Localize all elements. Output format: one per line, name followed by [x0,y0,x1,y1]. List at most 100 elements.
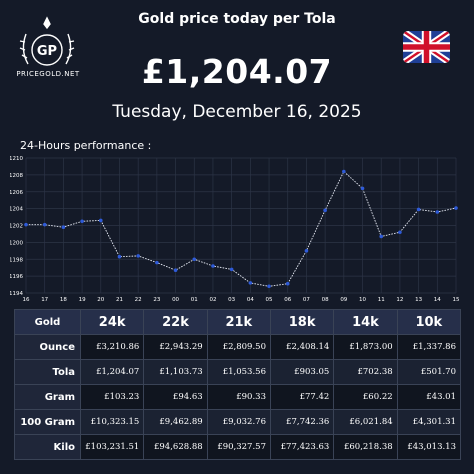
y-tick-label: 1202 [10,224,23,230]
price-cell: £903.05 [269,359,335,385]
x-tick-label: 18 [60,297,67,303]
y-tick-label: 1194 [10,291,23,297]
data-point [454,206,458,210]
x-tick-label: 02 [209,297,216,303]
x-tick-label: 11 [378,297,385,303]
data-point [24,222,28,227]
chart-title: 24-Hours performance : [20,139,152,152]
x-tick-label: 14 [434,297,441,303]
y-tick-label: 1204 [10,207,23,213]
data-point [379,234,384,239]
y-tick-label: 1208 [10,173,23,179]
price-cell: £103.23 [79,384,145,410]
price-cell: £60,218.38 [333,434,398,460]
series-line [26,170,457,287]
price-cell: £702.38 [333,359,398,385]
row-label: Kilo [14,434,81,460]
x-tick-label: 22 [135,297,142,303]
data-point [342,169,346,174]
data-point [192,257,197,262]
price-cell: £1,103.73 [143,359,208,385]
y-tick-label: 1198 [10,257,23,263]
price-cell: £60.22 [333,384,398,410]
price-cell: £7,742.36 [269,409,335,435]
data-point [117,254,122,259]
table-row: Tola £1,204.07 £1,103.73 £1,053.56 £903.… [14,359,462,385]
data-point [360,186,365,191]
data-point [173,268,178,273]
x-tick-label: 06 [284,297,291,303]
price-cell: £90.33 [206,384,271,410]
y-tick-label: 1206 [10,190,23,196]
x-tick-label: 07 [303,297,310,303]
price-cell: £6,021.84 [333,409,398,435]
data-point [98,218,103,223]
data-point [416,207,421,212]
table-row: Gram £103.23 £94.63 £90.33 £77.42 £60.22… [14,384,462,410]
price-cell: £2,408.14 [269,334,335,360]
x-tick-label: 12 [396,297,403,303]
data-point [42,222,47,227]
data-point [435,210,440,214]
price-cell: £94.63 [143,384,208,410]
x-tick-label: 10 [359,297,366,303]
x-tick-label: 13 [415,297,422,303]
price-table: Gold 24k 22k 21k 18k 14k 10k Ounce £3,21… [14,309,462,460]
data-point [229,267,234,272]
price-cell: £77.42 [269,384,335,410]
table-row: Ounce £3,210.86 £2,943.29 £2,809.50 £2,4… [14,334,462,360]
x-tick-label: 19 [79,297,86,303]
x-tick-label: 23 [153,297,160,303]
logo-initials: GP [37,44,57,59]
x-tick-label: 16 [23,297,30,303]
table-row: Kilo £103,231.51 £94,628.88 £90,327.57 £… [14,434,462,460]
data-point [248,281,253,285]
data-point [398,230,402,235]
price-cell: £1,204.07 [79,359,145,385]
price-cell: £9,032.76 [206,409,271,435]
price-cell: £103,231.51 [79,434,145,460]
y-tick-label: 1200 [10,240,23,246]
price-cell: £43.01 [396,384,462,410]
data-point [136,254,140,258]
price-cell: £9,462.89 [143,409,208,435]
logo-name: PRICEGOLD.NET [16,70,80,78]
price-cell: £43,013.13 [396,434,462,460]
row-label: Tola [14,359,81,385]
table-header-row: Gold 24k 22k 21k 18k 14k 10k [14,309,462,335]
x-tick-label: 04 [247,297,254,303]
page-title: Gold price today per Tola [138,11,336,27]
price-cell: £501.70 [396,359,462,385]
y-tick-label: 1210 [10,156,23,162]
current-date: Tuesday, December 16, 2025 [112,102,362,122]
x-tick-label: 20 [97,297,104,303]
row-label: 100 Gram [14,409,81,435]
x-tick-label: 09 [340,297,347,303]
x-tick-label: 05 [266,297,273,303]
price-cell: £2,809.50 [206,334,271,360]
x-tick-label: 15 [453,297,460,303]
col-header: 22k [143,309,208,335]
x-tick-label: 08 [322,297,329,303]
price-cell: £77,423.63 [269,434,335,460]
price-cell: £2,943.29 [143,334,208,360]
data-point [285,281,290,286]
x-tick-label: 03 [228,297,235,303]
price-cell: £90,327.57 [206,434,271,460]
price-cell: £4,301.31 [396,409,462,435]
col-header: 14k [333,309,398,335]
pricegold-logo[interactable]: GP [14,14,80,80]
table-row: 100 Gram £10,323.15 £9,462.89 £9,032.76 … [14,409,462,435]
data-point [211,264,215,268]
col-header: 18k [269,309,335,335]
x-tick-label: 01 [191,297,198,303]
uk-flag-icon[interactable] [403,31,450,63]
price-cell: £1,873.00 [333,334,398,360]
data-point [304,249,309,253]
data-point [80,219,84,224]
data-point [155,260,159,265]
price-cell: £3,210.86 [79,334,145,360]
price-cell: £10,323.15 [79,409,145,435]
price-cell: £94,628.88 [143,434,208,460]
x-tick-label: 21 [116,297,123,303]
